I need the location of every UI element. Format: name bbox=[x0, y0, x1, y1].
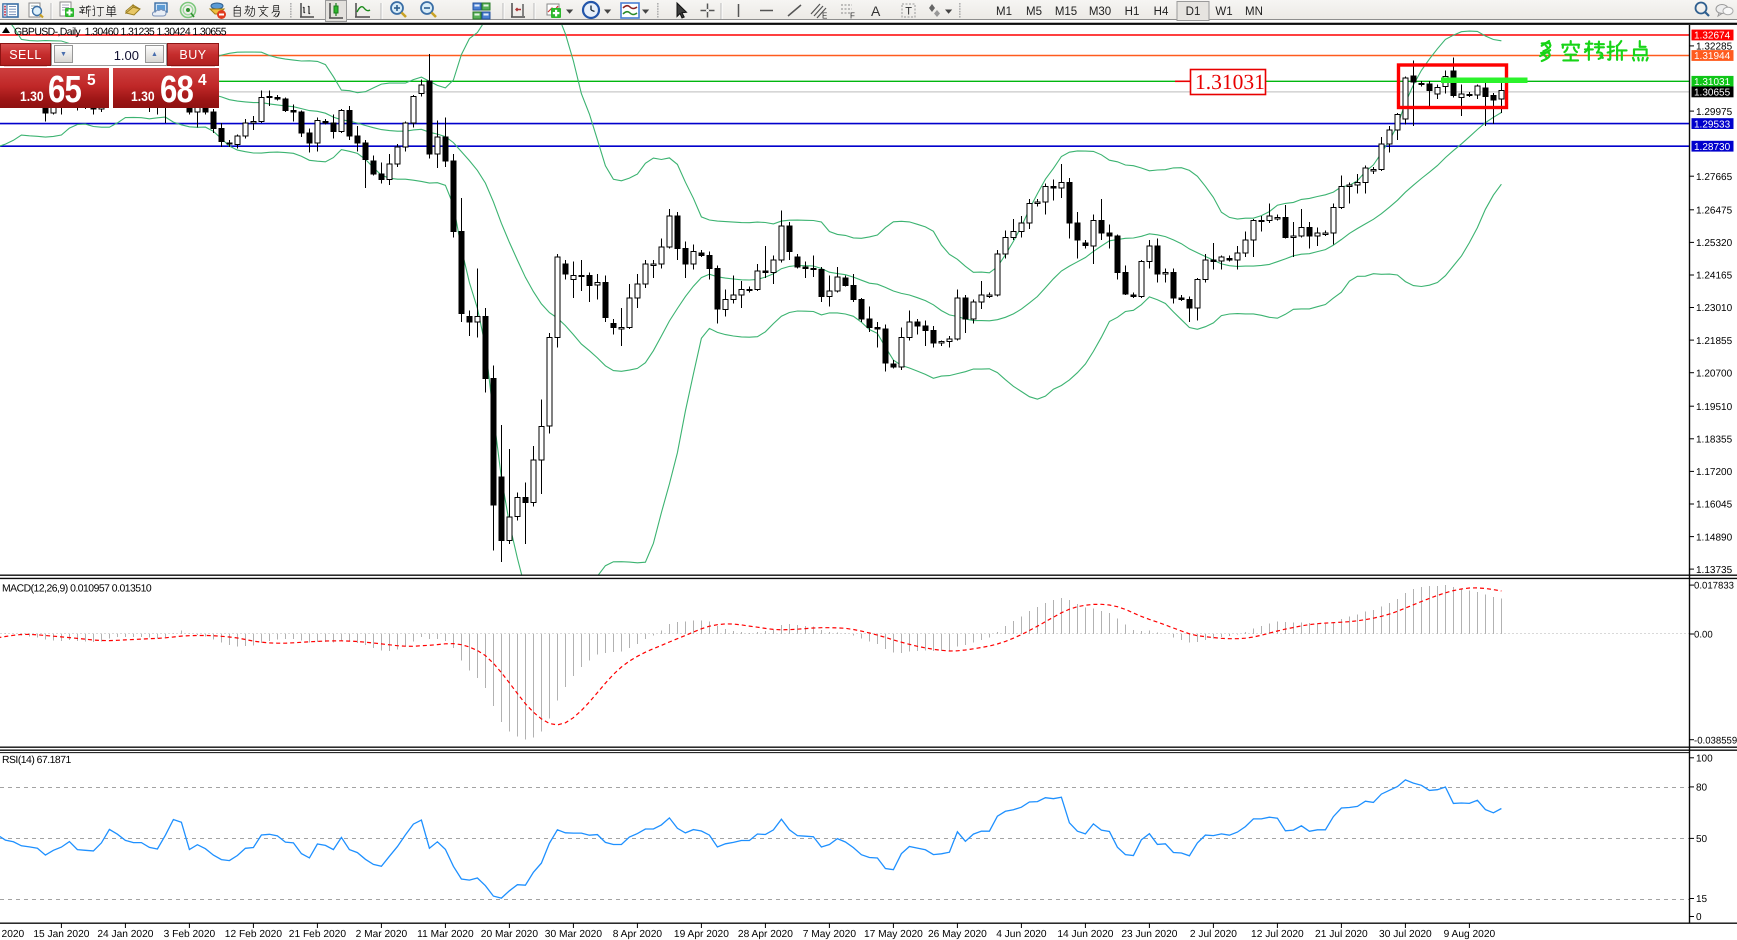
svg-text:A: A bbox=[871, 3, 881, 19]
svg-text:1.29533: 1.29533 bbox=[1694, 119, 1731, 130]
svg-text:28 Apr 2020: 28 Apr 2020 bbox=[738, 929, 793, 940]
svg-text:50: 50 bbox=[1696, 834, 1708, 845]
svg-text:7 May 2020: 7 May 2020 bbox=[803, 929, 857, 940]
svg-text:2 Mar 2020: 2 Mar 2020 bbox=[356, 929, 408, 940]
svg-text:1.28730: 1.28730 bbox=[1694, 142, 1731, 153]
svg-text:21 Feb 2020: 21 Feb 2020 bbox=[289, 929, 347, 940]
svg-text:-0.038559: -0.038559 bbox=[1694, 735, 1737, 746]
svg-text:0.017833: 0.017833 bbox=[1694, 581, 1734, 592]
svg-text:1.24165: 1.24165 bbox=[1696, 271, 1733, 282]
svg-text:2 Jul 2020: 2 Jul 2020 bbox=[1190, 929, 1237, 940]
svg-text:17 May 2020: 17 May 2020 bbox=[864, 929, 923, 940]
svg-text:1.18355: 1.18355 bbox=[1696, 435, 1733, 446]
svg-text:H1: H1 bbox=[1125, 6, 1140, 18]
svg-text:14 Jun 2020: 14 Jun 2020 bbox=[1057, 929, 1113, 940]
svg-text:1.13735: 1.13735 bbox=[1696, 565, 1733, 576]
svg-text:15 Jan 2020: 15 Jan 2020 bbox=[33, 929, 89, 940]
svg-text:1.23010: 1.23010 bbox=[1696, 303, 1733, 314]
svg-text:1.17200: 1.17200 bbox=[1696, 467, 1733, 478]
svg-text:MACD(12,26,9) 0.010957 0.01351: MACD(12,26,9) 0.010957 0.013510 bbox=[2, 584, 152, 595]
svg-text:1.31944: 1.31944 bbox=[1694, 51, 1731, 62]
svg-text:1.16045: 1.16045 bbox=[1696, 500, 1733, 511]
svg-text:24 Jan 2020: 24 Jan 2020 bbox=[97, 929, 153, 940]
svg-text:1.31031: 1.31031 bbox=[1195, 70, 1265, 94]
svg-text:15: 15 bbox=[1696, 894, 1708, 905]
svg-text:19 Apr 2020: 19 Apr 2020 bbox=[674, 929, 729, 940]
svg-text:3 Feb 2020: 3 Feb 2020 bbox=[164, 929, 216, 940]
svg-text:4 Jun 2020: 4 Jun 2020 bbox=[996, 929, 1047, 940]
svg-text:E: E bbox=[822, 12, 827, 21]
svg-text:M5: M5 bbox=[1026, 6, 1042, 18]
svg-text:MN: MN bbox=[1245, 6, 1263, 18]
svg-text:H4: H4 bbox=[1154, 6, 1169, 18]
svg-text:0: 0 bbox=[1696, 912, 1702, 923]
svg-text:21 Jul 2020: 21 Jul 2020 bbox=[1315, 929, 1368, 940]
svg-text:GBPUSD-,Daily 1.30460 1.31235: GBPUSD-,Daily 1.30460 1.31235 1.30424 1.… bbox=[14, 26, 227, 38]
svg-text:1.27665: 1.27665 bbox=[1696, 172, 1733, 183]
svg-text:M1: M1 bbox=[996, 6, 1012, 18]
svg-text:D1: D1 bbox=[1186, 6, 1201, 18]
svg-text:0.00: 0.00 bbox=[1694, 630, 1713, 641]
svg-text:RSI(14) 67.1871: RSI(14) 67.1871 bbox=[2, 755, 71, 766]
svg-text:1.20700: 1.20700 bbox=[1696, 368, 1733, 379]
svg-text:1.32285: 1.32285 bbox=[1696, 42, 1733, 53]
svg-text:1.29975: 1.29975 bbox=[1696, 107, 1733, 118]
svg-text:9 Aug 2020: 9 Aug 2020 bbox=[1444, 929, 1496, 940]
svg-text:1.30655: 1.30655 bbox=[1694, 88, 1731, 99]
svg-text:W1: W1 bbox=[1215, 6, 1232, 18]
svg-text:M30: M30 bbox=[1089, 6, 1111, 18]
svg-text:1.19510: 1.19510 bbox=[1696, 402, 1733, 413]
svg-text:30 Jul 2020: 30 Jul 2020 bbox=[1379, 929, 1432, 940]
svg-text:M15: M15 bbox=[1055, 6, 1077, 18]
svg-text:11 Mar 2020: 11 Mar 2020 bbox=[417, 929, 474, 940]
svg-text:23 Jun 2020: 23 Jun 2020 bbox=[1121, 929, 1177, 940]
svg-text:1.32674: 1.32674 bbox=[1694, 31, 1731, 42]
svg-text:12 Jul 2020: 12 Jul 2020 bbox=[1251, 929, 1304, 940]
svg-text:1.21855: 1.21855 bbox=[1696, 336, 1733, 347]
svg-text:1.26475: 1.26475 bbox=[1696, 206, 1733, 217]
svg-text:T: T bbox=[905, 6, 912, 18]
svg-text:6 Jan 2020: 6 Jan 2020 bbox=[0, 929, 25, 940]
svg-text:F: F bbox=[850, 12, 855, 21]
svg-text:8 Apr 2020: 8 Apr 2020 bbox=[613, 929, 663, 940]
svg-text:20 Mar 2020: 20 Mar 2020 bbox=[481, 929, 539, 940]
svg-text:12 Feb 2020: 12 Feb 2020 bbox=[225, 929, 283, 940]
svg-text:1.31031: 1.31031 bbox=[1694, 77, 1731, 88]
svg-text:80: 80 bbox=[1696, 783, 1708, 794]
svg-text:30 Mar 2020: 30 Mar 2020 bbox=[545, 929, 603, 940]
svg-text:1.25320: 1.25320 bbox=[1696, 238, 1733, 249]
svg-text:1.14890: 1.14890 bbox=[1696, 532, 1733, 543]
svg-text:26 May 2020: 26 May 2020 bbox=[928, 929, 987, 940]
svg-text:100: 100 bbox=[1696, 754, 1713, 765]
